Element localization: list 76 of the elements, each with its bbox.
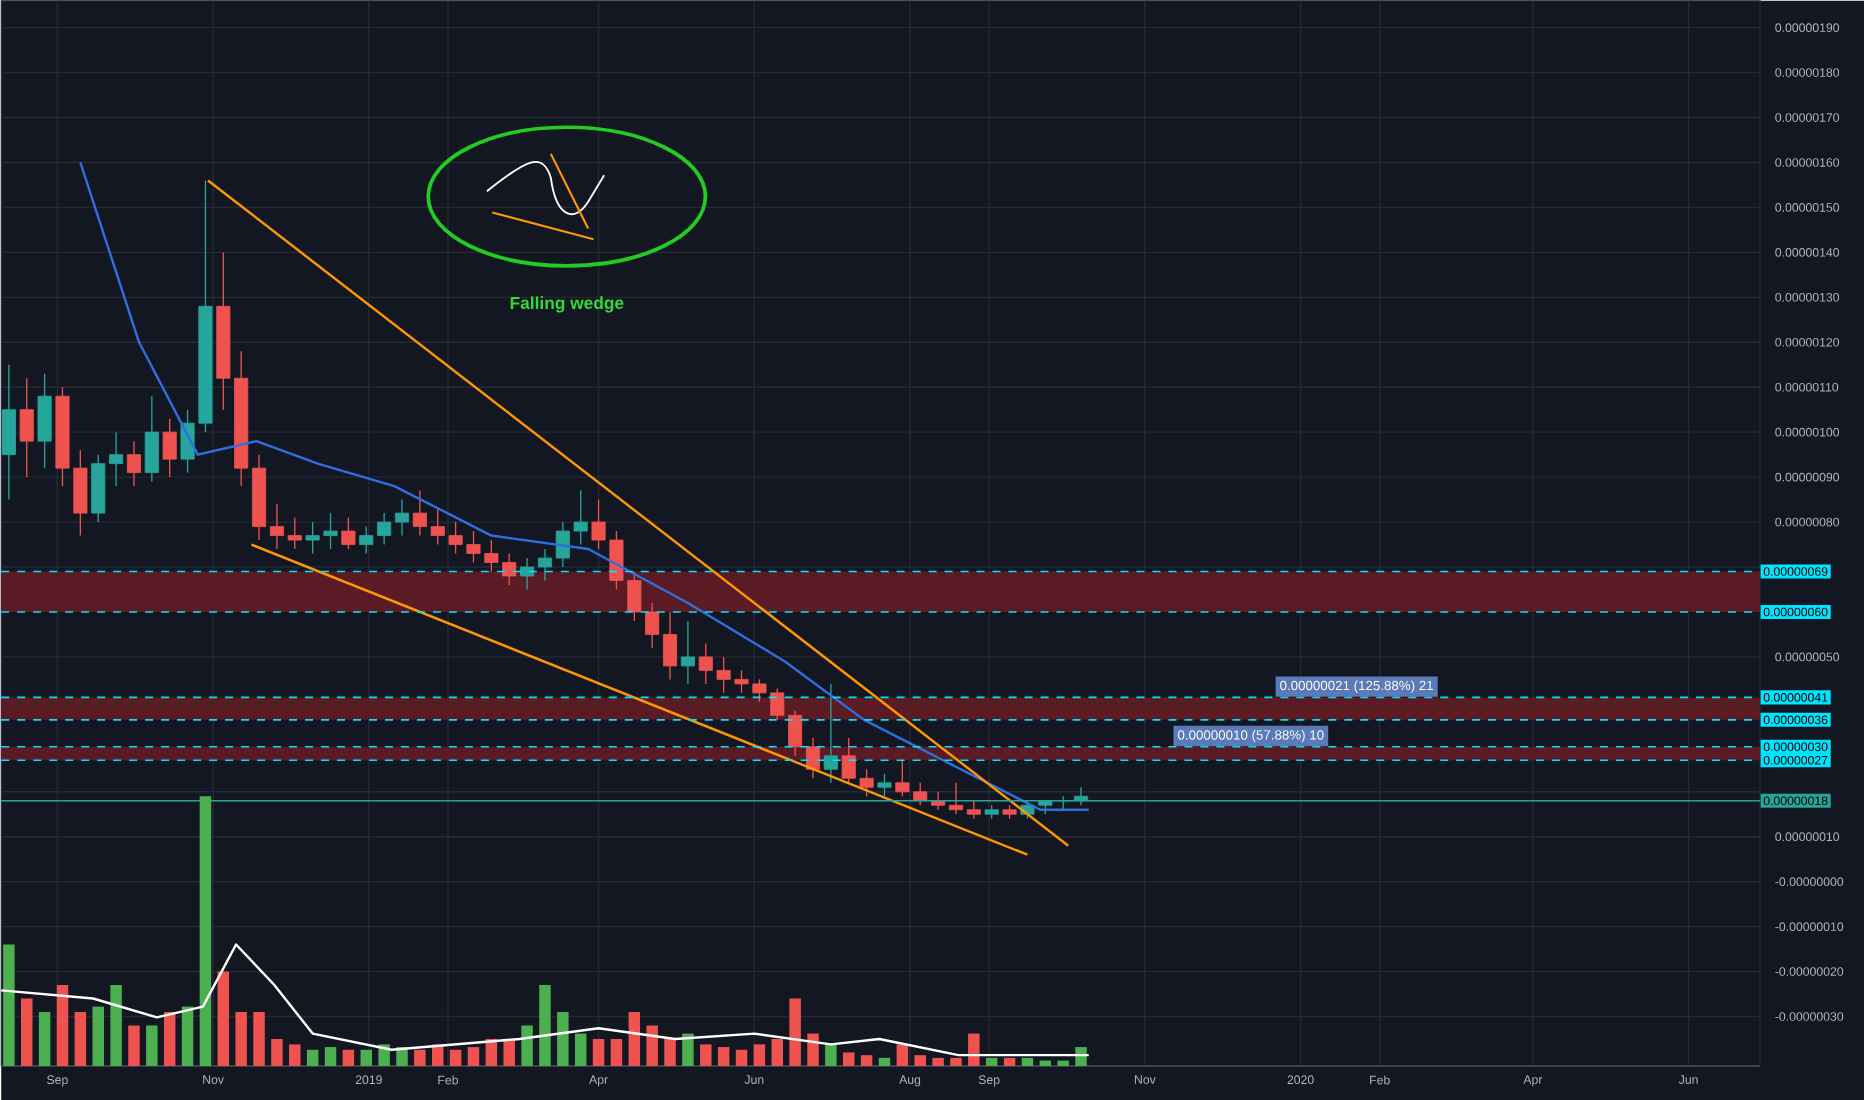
bar: [557, 1012, 569, 1066]
bar: [985, 1057, 998, 1066]
bar: [92, 1006, 104, 1066]
bar: [306, 1049, 319, 1066]
bar: [807, 1033, 819, 1066]
candlestick: [37, 373, 52, 469]
bar: [574, 1033, 587, 1066]
candlestick: [823, 683, 838, 784]
bar: [860, 1055, 873, 1066]
candlestick: [1, 364, 16, 501]
candlestick: [394, 498, 410, 537]
bar: [128, 1025, 140, 1066]
annotation: Falling wedge: [510, 296, 624, 313]
bar: [503, 1039, 515, 1066]
bar: [360, 1049, 372, 1066]
bar: [735, 1049, 748, 1066]
bar: [56, 985, 69, 1066]
bar: [38, 1012, 51, 1066]
bar: [646, 1025, 658, 1066]
bar: [682, 1033, 694, 1066]
bar: [289, 1044, 301, 1066]
bar: [163, 1012, 176, 1066]
candlestick: [948, 782, 963, 815]
bar: [199, 796, 212, 1066]
candlestick: [269, 503, 284, 550]
bar: [21, 998, 33, 1066]
candlestick: [144, 395, 159, 483]
bar: [753, 1044, 766, 1066]
candlestick: [126, 440, 141, 487]
candlestick: [341, 516, 356, 550]
candlestick: [805, 737, 821, 779]
bar: [1057, 1060, 1069, 1066]
bar: [3, 944, 15, 1066]
bar: [771, 1039, 784, 1066]
bar: [664, 1039, 676, 1066]
candlestick: [877, 773, 892, 797]
bar: [414, 1049, 426, 1066]
bar: [789, 998, 801, 1066]
bar: [146, 1025, 158, 1066]
bar: [110, 985, 122, 1066]
bar: [235, 1012, 247, 1066]
bar: [467, 1047, 480, 1066]
bar: [271, 1039, 283, 1066]
bar: [217, 971, 230, 1066]
bar: [342, 1049, 355, 1066]
bar: [878, 1057, 891, 1066]
bar: [521, 1025, 533, 1066]
bar: [932, 1057, 944, 1066]
candlestick: [663, 611, 678, 681]
bar: [842, 1052, 855, 1066]
bar: [324, 1047, 337, 1066]
bar: [253, 1012, 265, 1066]
bar: [628, 1012, 641, 1066]
bar: [1003, 1057, 1016, 1066]
bar: [950, 1057, 962, 1066]
candlestick: [162, 418, 177, 478]
candlestick: [19, 377, 34, 478]
bar: [181, 1006, 194, 1066]
bar: [74, 1012, 87, 1066]
candlestick: [287, 516, 302, 550]
candlestick: [645, 602, 660, 649]
line-series: [79, 161, 1090, 811]
bar: [610, 1039, 623, 1066]
candlestick: [520, 557, 535, 591]
bar: [449, 1049, 462, 1066]
bar: [592, 1039, 605, 1066]
bar: [700, 1044, 712, 1066]
bar: [896, 1044, 909, 1066]
bar: [1021, 1057, 1034, 1066]
bar: [539, 985, 551, 1066]
bar: [717, 1047, 730, 1066]
bar: [914, 1055, 926, 1066]
bar: [825, 1044, 837, 1066]
bar: [968, 1033, 980, 1066]
candlestick: [680, 620, 695, 685]
candlestick: [537, 548, 552, 582]
